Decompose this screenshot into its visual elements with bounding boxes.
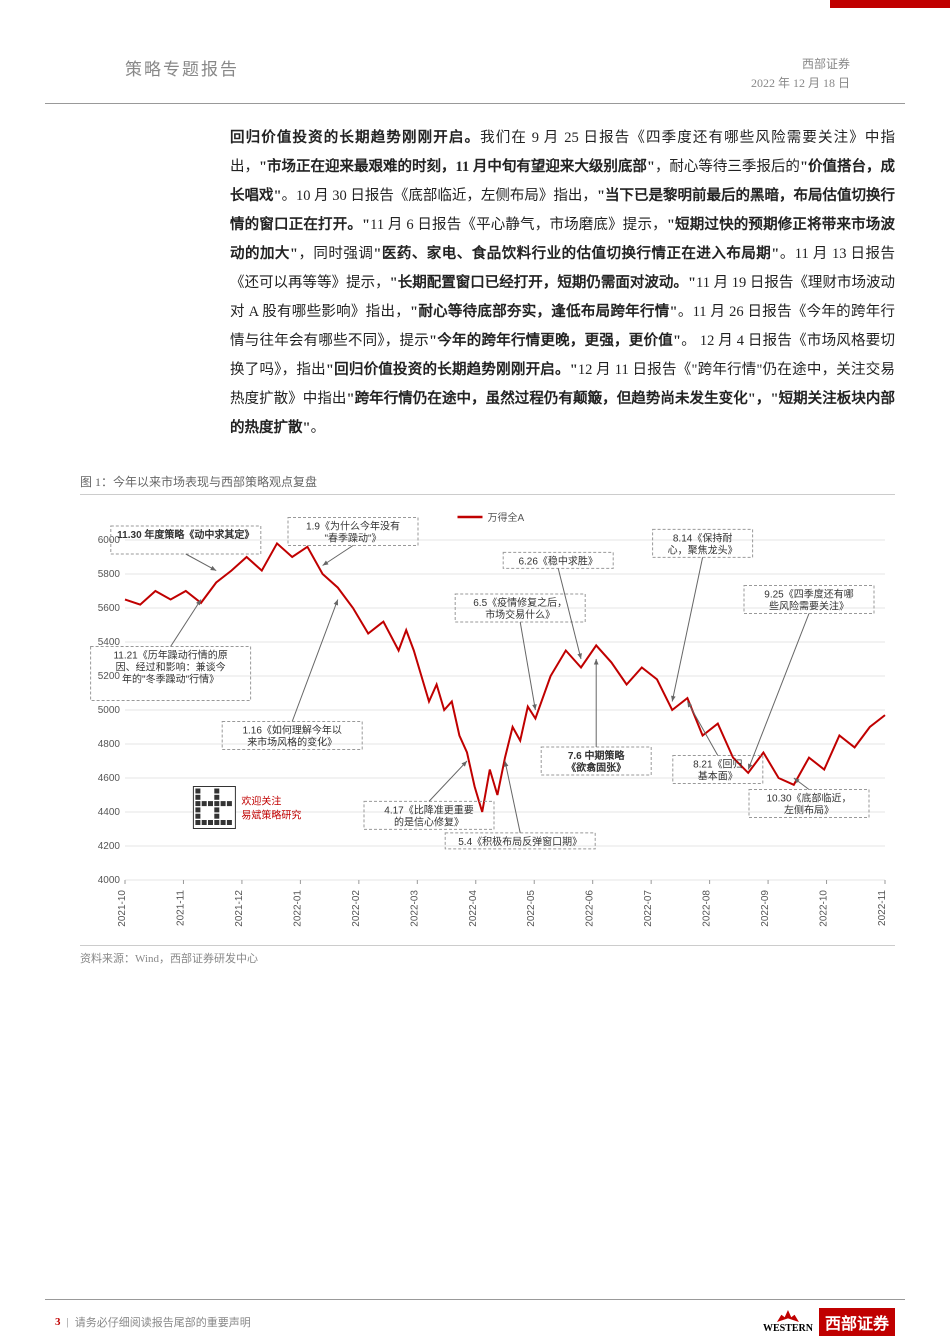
svg-text:5000: 5000	[98, 705, 121, 716]
svg-text:6.26《稳中求胜》: 6.26《稳中求胜》	[518, 555, 597, 568]
svg-text:"春季躁动"》: "春季躁动"》	[324, 533, 381, 545]
svg-text:4800: 4800	[98, 739, 121, 750]
svg-text:2022-06: 2022-06	[585, 890, 596, 927]
svg-text:2022-10: 2022-10	[819, 890, 830, 927]
svg-text:2022-01: 2022-01	[292, 890, 303, 927]
footer-right: WESTERN 西部证券	[763, 1308, 895, 1336]
svg-text:《欲翕固张》: 《欲翕固张》	[566, 761, 626, 774]
svg-text:7.6 中期策略: 7.6 中期策略	[568, 749, 626, 762]
svg-text:因、经过和影响：兼谈今: 因、经过和影响：兼谈今	[116, 661, 226, 674]
svg-text:8.14《保持耐: 8.14《保持耐	[673, 532, 732, 545]
svg-text:万得全A: 万得全A	[488, 511, 525, 524]
page-header: 策略专题报告 西部证券 2022 年 12 月 18 日	[45, 0, 905, 104]
top-accent-bar	[830, 0, 950, 8]
company-name: 西部证券	[751, 55, 850, 74]
svg-text:心，聚焦龙头》: 心，聚焦龙头》	[668, 544, 738, 557]
page-footer: 3 | 请务必仔细阅读报告尾部的重要声明 WESTERN 西部证券	[45, 1299, 905, 1344]
footer-note: 请务必仔细阅读报告尾部的重要声明	[75, 1314, 251, 1330]
svg-text:9.25《四季度还有哪: 9.25《四季度还有哪	[764, 588, 853, 601]
logo-en-text: WESTERN	[763, 1324, 813, 1334]
header-meta: 西部证券 2022 年 12 月 18 日	[751, 55, 850, 93]
logo-western: WESTERN	[763, 1310, 813, 1334]
svg-text:欢迎关注: 欢迎关注	[241, 795, 281, 808]
svg-text:来市场风格的变化》: 来市场风格的变化》	[247, 736, 337, 749]
svg-text:11.21《历年躁动行情的原: 11.21《历年躁动行情的原	[113, 649, 227, 662]
svg-text:2021-10: 2021-10	[117, 890, 128, 927]
svg-text:1.9《为什么今年没有: 1.9《为什么今年没有	[306, 520, 400, 533]
svg-text:2022-03: 2022-03	[409, 890, 420, 927]
bull-icon	[777, 1310, 799, 1322]
svg-text:2022-09: 2022-09	[760, 890, 771, 927]
svg-text:的是信心修复》: 的是信心修复》	[394, 816, 464, 829]
svg-text:2021-12: 2021-12	[234, 890, 245, 927]
svg-text:4200: 4200	[98, 841, 121, 852]
svg-text:4600: 4600	[98, 773, 121, 784]
svg-text:市场交易什么》: 市场交易什么》	[485, 608, 555, 621]
page-number: 3	[55, 1316, 61, 1328]
chart-svg: 4000420044004600480050005200540056005800…	[80, 505, 895, 940]
svg-text:10.30《底部临近，: 10.30《底部临近，	[766, 792, 851, 805]
footer-left: 3 | 请务必仔细阅读报告尾部的重要声明	[55, 1314, 251, 1330]
svg-text:2022-08: 2022-08	[702, 890, 713, 927]
svg-text:2022-02: 2022-02	[351, 890, 362, 927]
svg-text:8.21《回归: 8.21《回归	[693, 758, 742, 771]
svg-text:年的"冬季躁动"行情》: 年的"冬季躁动"行情》	[122, 673, 219, 686]
svg-text:5.4《积极布局反弹窗口期》: 5.4《积极布局反弹窗口期》	[458, 835, 582, 848]
svg-text:些风险需要关注》: 些风险需要关注》	[769, 600, 849, 613]
svg-text:2022-05: 2022-05	[526, 890, 537, 927]
figure-source: 资料来源：Wind，西部证券研发中心	[80, 945, 895, 966]
svg-text:2022-07: 2022-07	[643, 890, 654, 927]
svg-text:左侧布局》: 左侧布局》	[784, 804, 834, 817]
svg-text:易斌策略研究: 易斌策略研究	[241, 809, 301, 822]
svg-text:5800: 5800	[98, 569, 121, 580]
footer-divider: |	[67, 1316, 69, 1328]
svg-text:5600: 5600	[98, 603, 121, 614]
svg-text:11.30 年度策略《动中求其定》: 11.30 年度策略《动中求其定》	[117, 528, 254, 541]
body-paragraph: 回归价值投资的长期趋势刚刚开启。我们在 9 月 25 日报告《四季度还有哪些风险…	[230, 124, 895, 443]
logo-cn: 西部证券	[819, 1308, 895, 1336]
figure-chart: 4000420044004600480050005200540056005800…	[80, 505, 895, 940]
svg-text:2022-11: 2022-11	[877, 890, 888, 926]
svg-text:2022-04: 2022-04	[468, 890, 479, 927]
svg-text:1.16《如何理解今年以: 1.16《如何理解今年以	[242, 724, 341, 737]
figure-title: 图 1：今年以来市场表现与西部策略观点复盘	[80, 473, 895, 495]
svg-text:6.5《疫情修复之后，: 6.5《疫情修复之后，	[473, 596, 567, 609]
svg-text:基本面》: 基本面》	[698, 770, 738, 783]
svg-text:4.17《比降准更重要: 4.17《比降准更重要	[384, 804, 473, 817]
svg-text:4400: 4400	[98, 807, 121, 818]
report-type: 策略专题报告	[125, 55, 239, 80]
svg-text:2021-11: 2021-11	[175, 890, 186, 926]
report-date: 2022 年 12 月 18 日	[751, 74, 850, 93]
svg-text:4000: 4000	[98, 875, 121, 886]
